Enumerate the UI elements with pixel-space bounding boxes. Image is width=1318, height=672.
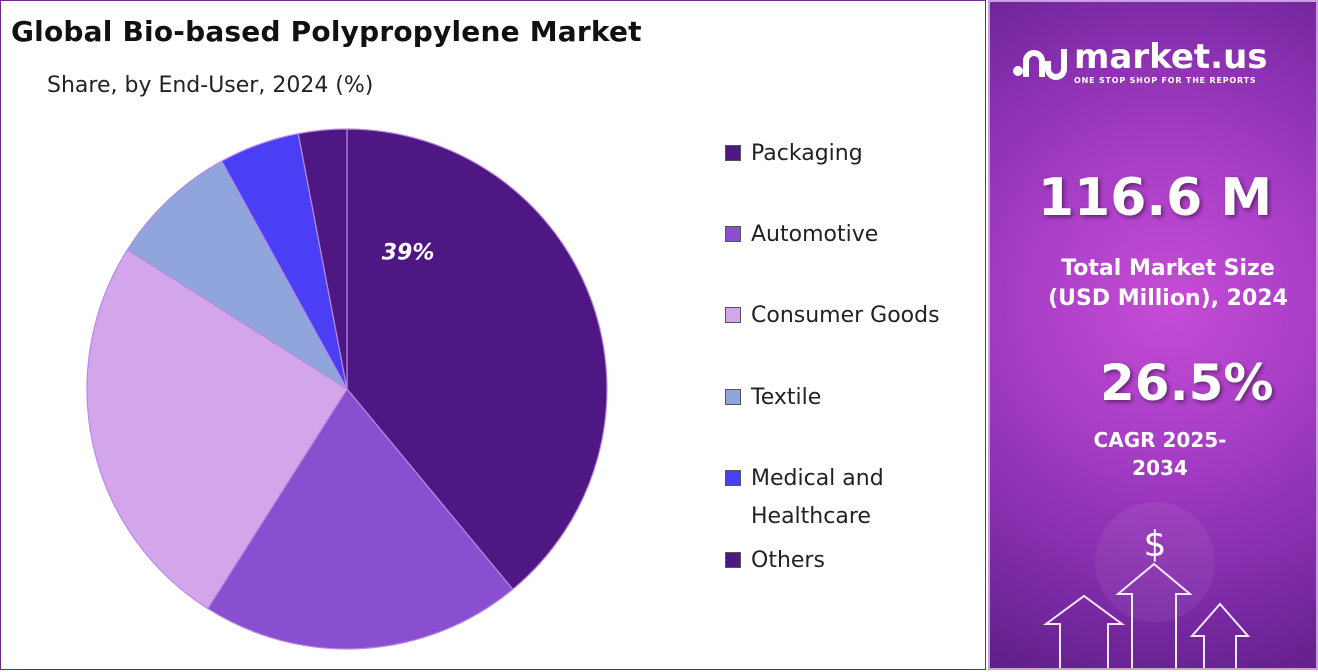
- market-us-logo-icon: [1013, 48, 1067, 80]
- legend-swatch: [725, 145, 741, 161]
- chart-panel: Global Bio-based Polypropylene Market Sh…: [0, 0, 986, 670]
- legend-item: Consumer Goods: [725, 297, 981, 335]
- chart-subtitle: Share, by End-User, 2024 (%): [47, 73, 374, 98]
- cagr-value: 26.5%: [1100, 354, 1274, 412]
- legend-swatch: [725, 552, 741, 568]
- market-size-value: 116.6 M: [1037, 168, 1273, 228]
- legend-swatch: [725, 307, 741, 323]
- legend-label: Packaging: [751, 141, 863, 166]
- pie-slice-consumer-goods: [86, 248, 348, 610]
- legend-swatch: [725, 470, 741, 486]
- cagr-label: CAGR 2025-2034: [1093, 428, 1227, 480]
- legend-label: Automotive: [751, 222, 879, 247]
- brand: market.us ONE STOP SHOP FOR THE REPORTS: [1010, 40, 1268, 85]
- brand-name: market.us: [1074, 37, 1268, 77]
- summary-panel: $ market.us ONE STOP SHOP FOR THE REPORT…: [988, 0, 1318, 670]
- legend-label: Consumer Goods: [751, 303, 940, 328]
- legend-label: Textile: [751, 385, 822, 410]
- pie-slice-others: [297, 128, 348, 390]
- pie-data-label: 39%: [382, 241, 435, 266]
- brand-tagline: ONE STOP SHOP FOR THE REPORTS: [1074, 76, 1257, 85]
- legend-item: Others: [725, 542, 981, 580]
- legend-swatch: [725, 389, 741, 405]
- pie-slice-textile: [126, 160, 348, 390]
- legend-item: Textile: [725, 379, 981, 417]
- pie-slice-packaging: [346, 128, 608, 591]
- dollar-icon: $: [1144, 524, 1167, 565]
- market-size-label: Total Market Size (USD Million), 2024: [1048, 256, 1288, 311]
- legend-swatch: [725, 226, 741, 242]
- legend-item: Medical and Healthcare: [725, 460, 921, 536]
- growth-arrows-graphic: $: [1042, 502, 1251, 668]
- chart-title: Global Bio-based Polypropylene Market: [11, 15, 642, 48]
- legend-item: Packaging: [725, 135, 981, 173]
- legend-item: Automotive: [725, 216, 981, 254]
- pie-chart: 39%: [86, 128, 608, 650]
- legend-label: Medical and Healthcare: [751, 466, 884, 529]
- legend-label: Others: [751, 548, 825, 573]
- pie-slice-automotive: [206, 387, 514, 650]
